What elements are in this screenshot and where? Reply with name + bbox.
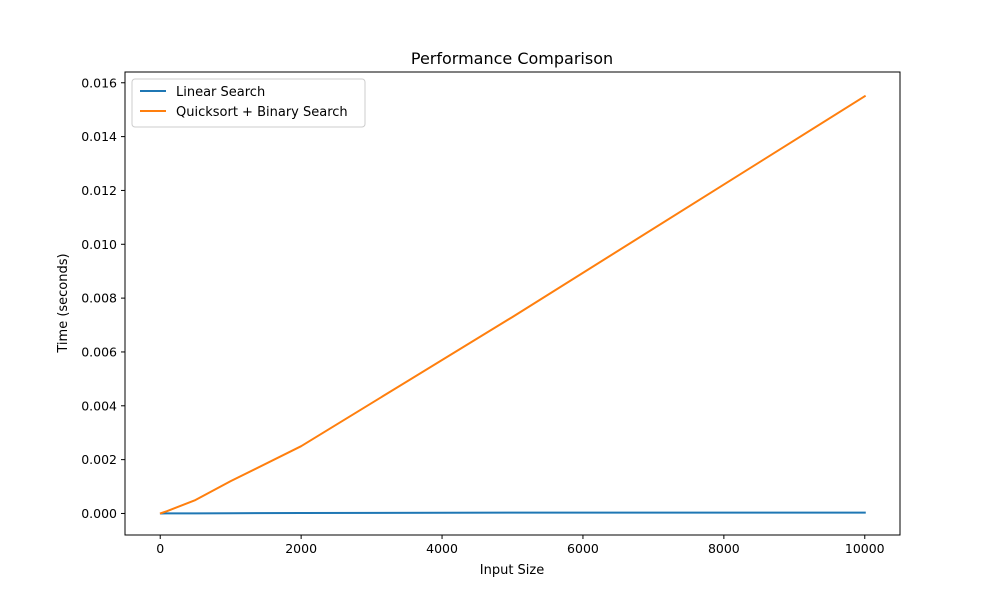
y-tick-label: 0.012: [81, 183, 117, 198]
y-axis-label: Time (seconds): [56, 253, 71, 353]
y-tick-label: 0.008: [81, 291, 117, 306]
plot-frame: [124, 71, 901, 536]
y-tick-label: 0.016: [81, 75, 117, 90]
x-axis-label: Input Size: [480, 563, 544, 578]
series-layer: [159, 94, 867, 515]
series-line-linear-search: [159, 511, 866, 515]
x-tick-label: 10000: [845, 541, 885, 556]
legend-label-quicksort-binary-search: Quicksort + Binary Search: [176, 105, 348, 120]
y-tick-label: 0.004: [81, 398, 117, 413]
y-axis-ticks: 0.000 0.002 0.004 0.006 0.008 0.010 0.012 0.014…: [81, 75, 125, 521]
legend: Linear Search Quicksort + Binary Search: [131, 78, 366, 128]
y-tick-label: 0.010: [81, 237, 117, 252]
y-tick-label: 0.002: [81, 452, 117, 467]
legend-box: [131, 78, 366, 128]
x-tick-label: 4000: [426, 541, 458, 556]
legend-label-linear-search: Linear Search: [176, 85, 265, 100]
y-tick-label: 0.000: [81, 506, 117, 521]
x-tick-label: 2000: [285, 541, 317, 556]
x-tick-label: 0: [156, 541, 164, 556]
y-tick-label: 0.014: [81, 129, 117, 144]
x-tick-label: 6000: [567, 541, 599, 556]
x-axis-ticks: 0 2000 4000 6000 8000 10000: [156, 535, 885, 556]
chart-title: Performance Comparison: [411, 49, 613, 68]
x-tick-label: 8000: [708, 541, 740, 556]
series-line-quicksort-binary-search: [159, 94, 867, 515]
y-tick-label: 0.006: [81, 344, 117, 359]
